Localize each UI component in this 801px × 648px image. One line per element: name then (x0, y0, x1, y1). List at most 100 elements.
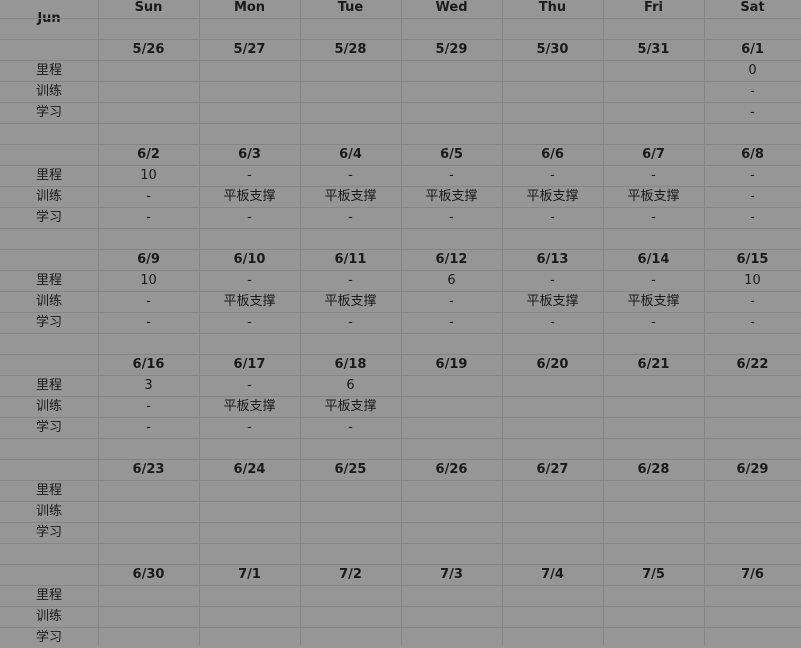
data-cell[interactable]: - (247, 273, 252, 288)
data-cell[interactable] (603, 60, 704, 81)
date-cell[interactable]: 6/25 (334, 462, 367, 477)
row-label-cell[interactable]: 里程 (35, 588, 62, 603)
weekday-header-cell[interactable]: Fri (644, 0, 663, 15)
data-cell[interactable]: 10 (744, 273, 761, 288)
data-cell[interactable]: 平板支撑 (223, 399, 276, 414)
data-cell[interactable]: - (146, 294, 151, 309)
date-cell[interactable]: 5/27 (233, 42, 266, 57)
data-cell[interactable]: - (348, 273, 353, 288)
date-cell[interactable]: 6/11 (334, 252, 367, 267)
data-cell[interactable] (603, 102, 704, 123)
data-cell[interactable] (603, 417, 704, 438)
data-cell[interactable] (98, 522, 199, 543)
date-cell[interactable]: 6/8 (741, 147, 764, 162)
data-cell[interactable] (502, 585, 603, 606)
row-label-cell[interactable]: 学习 (35, 105, 62, 120)
data-cell[interactable] (401, 417, 502, 438)
data-cell[interactable]: - (550, 168, 555, 183)
date-cell[interactable]: 6/15 (736, 252, 769, 267)
date-cell[interactable]: 5/31 (637, 42, 670, 57)
data-cell[interactable] (98, 60, 199, 81)
data-cell[interactable] (300, 60, 401, 81)
data-cell[interactable]: - (449, 294, 454, 309)
data-cell[interactable] (199, 522, 300, 543)
data-cell[interactable]: - (651, 210, 656, 225)
data-cell[interactable] (98, 480, 199, 501)
data-cell[interactable] (603, 522, 704, 543)
data-cell[interactable] (199, 480, 300, 501)
data-cell[interactable]: - (146, 210, 151, 225)
row-label-cell[interactable]: 学习 (35, 315, 62, 330)
data-cell[interactable] (704, 585, 801, 606)
data-cell[interactable]: - (750, 105, 755, 120)
data-cell[interactable]: - (348, 168, 353, 183)
date-cell[interactable]: 6/4 (339, 147, 362, 162)
data-cell[interactable]: 10 (140, 273, 157, 288)
data-cell[interactable]: 平板支撑 (627, 189, 680, 204)
data-cell[interactable] (199, 606, 300, 627)
data-cell[interactable] (502, 375, 603, 396)
weekday-header-cell[interactable]: Tue (337, 0, 364, 15)
data-cell[interactable] (603, 585, 704, 606)
row-label-cell[interactable]: 学习 (35, 525, 62, 540)
data-cell[interactable] (502, 480, 603, 501)
row-label-cell[interactable]: 训练 (35, 84, 62, 99)
date-cell[interactable]: 7/5 (642, 567, 665, 582)
data-cell[interactable]: - (146, 189, 151, 204)
data-cell[interactable] (401, 102, 502, 123)
data-cell[interactable] (502, 102, 603, 123)
weekday-header-cell[interactable]: Sun (134, 0, 163, 15)
data-cell[interactable] (300, 81, 401, 102)
date-cell[interactable]: 6/7 (642, 147, 665, 162)
weekday-header-cell[interactable]: Thu (538, 0, 567, 15)
data-cell[interactable] (401, 480, 502, 501)
data-cell[interactable] (401, 396, 502, 417)
weekday-header-cell[interactable]: Mon (233, 0, 266, 15)
data-cell[interactable] (98, 102, 199, 123)
data-cell[interactable]: 平板支撑 (324, 399, 377, 414)
date-cell[interactable]: 6/19 (435, 357, 468, 372)
data-cell[interactable] (401, 81, 502, 102)
data-cell[interactable]: 平板支撑 (324, 189, 377, 204)
data-cell[interactable]: - (247, 378, 252, 393)
data-cell[interactable] (401, 606, 502, 627)
date-cell[interactable]: 6/12 (435, 252, 468, 267)
row-label-cell[interactable]: 训练 (35, 399, 62, 414)
data-cell[interactable] (704, 396, 801, 417)
date-cell[interactable]: 6/10 (233, 252, 266, 267)
date-cell[interactable]: 6/5 (440, 147, 463, 162)
data-cell[interactable]: 平板支撑 (223, 189, 276, 204)
date-cell[interactable]: 6/13 (536, 252, 569, 267)
data-cell[interactable]: - (146, 315, 151, 330)
data-cell[interactable]: - (651, 273, 656, 288)
data-cell[interactable] (401, 522, 502, 543)
data-cell[interactable]: - (750, 84, 755, 99)
data-cell[interactable]: - (750, 210, 755, 225)
date-cell[interactable]: 6/9 (137, 252, 160, 267)
data-cell[interactable] (98, 81, 199, 102)
data-cell[interactable]: - (247, 315, 252, 330)
data-cell[interactable] (98, 585, 199, 606)
date-cell[interactable]: 6/2 (137, 147, 160, 162)
date-cell[interactable]: 5/30 (536, 42, 569, 57)
data-cell[interactable] (704, 501, 801, 522)
data-cell[interactable] (502, 417, 603, 438)
row-label-cell[interactable]: 训练 (35, 609, 62, 624)
data-cell[interactable]: 6 (447, 273, 456, 288)
data-cell[interactable]: - (750, 294, 755, 309)
data-cell[interactable]: 平板支撑 (627, 294, 680, 309)
data-cell[interactable]: 平板支撑 (526, 294, 579, 309)
date-cell[interactable]: 6/21 (637, 357, 670, 372)
data-cell[interactable]: - (348, 315, 353, 330)
data-cell[interactable]: 平板支撑 (324, 294, 377, 309)
data-cell[interactable] (300, 501, 401, 522)
data-cell[interactable] (401, 501, 502, 522)
data-cell[interactable]: - (247, 420, 252, 435)
date-cell[interactable]: 6/28 (637, 462, 670, 477)
data-cell[interactable]: - (449, 168, 454, 183)
data-cell[interactable]: - (550, 273, 555, 288)
row-label-cell[interactable]: 里程 (35, 378, 62, 393)
data-cell[interactable] (502, 606, 603, 627)
data-cell[interactable] (98, 501, 199, 522)
data-cell[interactable]: - (651, 315, 656, 330)
